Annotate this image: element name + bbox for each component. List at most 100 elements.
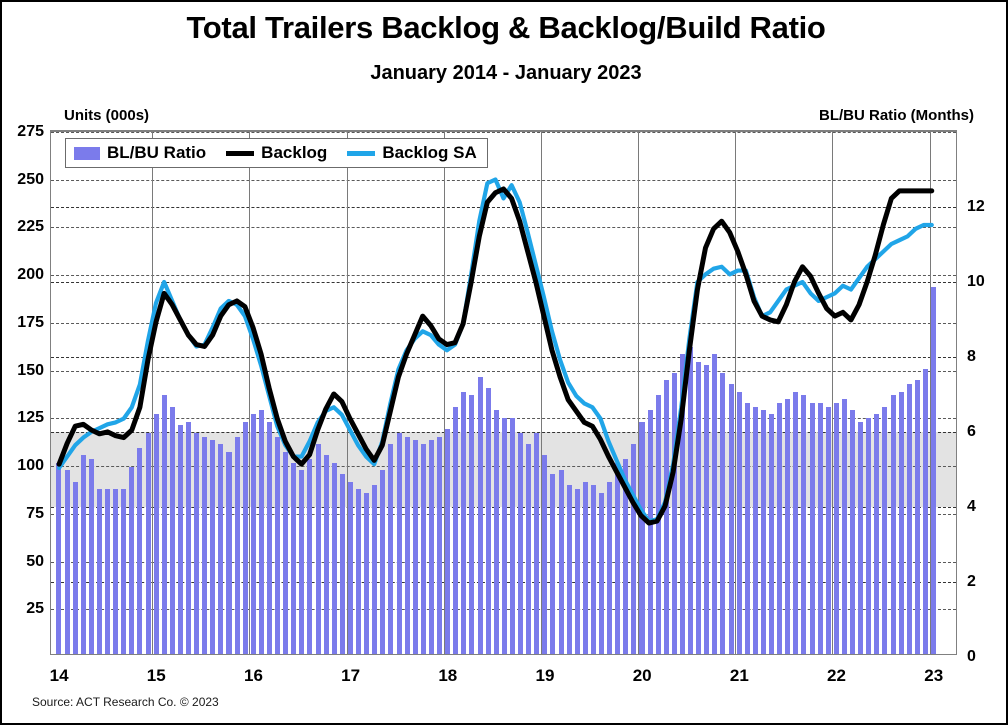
gridline-left-200 (51, 275, 956, 277)
ratio-bar (177, 425, 183, 654)
y-tick-left-100: 100 (17, 457, 44, 475)
ratio-bar (380, 470, 386, 654)
ratio-bar (339, 474, 345, 654)
ratio-bar (671, 372, 677, 654)
ratio-bar (137, 447, 143, 654)
ratio-bar (760, 410, 766, 654)
chart-legend: BL/BU Ratio Backlog Backlog SA (65, 138, 488, 168)
ratio-bar (445, 429, 451, 654)
ratio-bar (477, 376, 483, 654)
ratio-bar (841, 399, 847, 654)
x-tick-23: 23 (924, 666, 944, 685)
ratio-bar (266, 421, 272, 654)
ratio-bar (461, 391, 467, 654)
year-separator-17 (346, 132, 348, 654)
ratio-bar (153, 414, 159, 654)
ratio-bar (404, 436, 410, 654)
ratio-bar (518, 432, 524, 654)
year-separator-18 (443, 132, 445, 654)
x-tick-14: 14 (49, 666, 69, 685)
ratio-bar (931, 286, 937, 654)
ratio-bar (744, 402, 750, 654)
ratio-bar (914, 380, 920, 654)
ratio-bar (88, 459, 94, 654)
ratio-bar (558, 470, 564, 654)
year-separator-16 (249, 132, 251, 654)
ratio-bar (388, 444, 394, 654)
y-tick-right-2: 2 (967, 573, 976, 590)
ratio-bar (688, 346, 694, 654)
ratio-bar (323, 455, 329, 654)
ratio-bar (728, 384, 734, 654)
ratio-bar (56, 462, 62, 654)
ratio-bar (631, 444, 637, 654)
ratio-bar (437, 436, 443, 654)
ratio-bar (696, 361, 702, 654)
ratio-bar (493, 410, 499, 654)
ratio-bar (890, 395, 896, 654)
ratio-bar (874, 414, 880, 654)
backlog-line-series (56, 177, 935, 526)
ratio-bar (574, 489, 580, 654)
backlog-line (56, 186, 935, 526)
gridline-left-150 (51, 370, 956, 372)
ratio-bar (582, 481, 588, 654)
ratio-bar (752, 406, 758, 654)
ratio-bar (121, 489, 127, 654)
gridline-left-225 (51, 227, 956, 229)
ratio-bar (858, 421, 864, 654)
ratio-bar (275, 436, 281, 654)
x-tick-19: 19 (535, 666, 555, 685)
ratio-bar (72, 481, 78, 654)
y-tick-right-10: 10 (967, 273, 985, 290)
backlog-sa-line (56, 177, 934, 524)
ratio-bar (331, 462, 337, 654)
year-separator-23 (929, 132, 931, 654)
ratio-bar (412, 440, 418, 654)
chart-subtitle: January 2014 - January 2023 (370, 62, 642, 84)
ratio-bar (258, 410, 264, 654)
ratio-bar (226, 451, 232, 654)
ratio-bar (250, 414, 256, 654)
y-tick-left-200: 200 (17, 266, 44, 284)
legend-label-bl-bu-ratio: BL/BU Ratio (107, 143, 207, 162)
legend-item-backlog-sa: Backlog SA (347, 143, 477, 163)
legend-label-backlog-sa: Backlog SA (382, 143, 477, 162)
y-tick-right-6: 6 (967, 423, 976, 440)
ratio-bar (364, 492, 370, 654)
ratio-bar (105, 489, 111, 654)
ratio-bar (242, 421, 248, 654)
ratio-bar (315, 444, 321, 654)
ratio-bar (906, 384, 912, 654)
year-separator-15 (152, 132, 154, 654)
ratio-bar (96, 489, 102, 654)
ratio-bar (704, 365, 710, 654)
ratio-bar (64, 470, 70, 654)
ratio-bar (736, 391, 742, 654)
ratio-bar (210, 440, 216, 654)
ratio-bar (194, 432, 200, 654)
y-tick-left-75: 75 (26, 504, 44, 522)
x-tick-16: 16 (243, 666, 263, 685)
ratio-bar (113, 489, 119, 654)
gridline-left-250 (51, 179, 956, 181)
ratio-bar (542, 455, 548, 654)
gridline-right-10 (51, 282, 956, 283)
plot-area: 275 250 225 200 175 150 125 100 75 50 25 12 10 8 6 4 2 0… (17, 123, 985, 685)
y-tick-right-12: 12 (967, 198, 985, 215)
ratio-bar (509, 417, 515, 654)
ratio-bar (307, 459, 313, 654)
y-tick-left-225: 225 (17, 218, 44, 236)
y-tick-right-0: 0 (967, 648, 976, 665)
ratio-bar (607, 481, 613, 654)
y-tick-right-4: 4 (967, 498, 976, 515)
ratio-bar (291, 462, 297, 654)
y-tick-left-250: 250 (17, 170, 44, 188)
year-separator-21 (735, 132, 737, 654)
ratio-bar (639, 421, 645, 654)
ratio-bar (299, 470, 305, 654)
ratio-bar (469, 395, 475, 654)
x-tick-17: 17 (341, 666, 361, 685)
ratio-bar (679, 354, 685, 654)
ratio-bar (833, 402, 839, 654)
